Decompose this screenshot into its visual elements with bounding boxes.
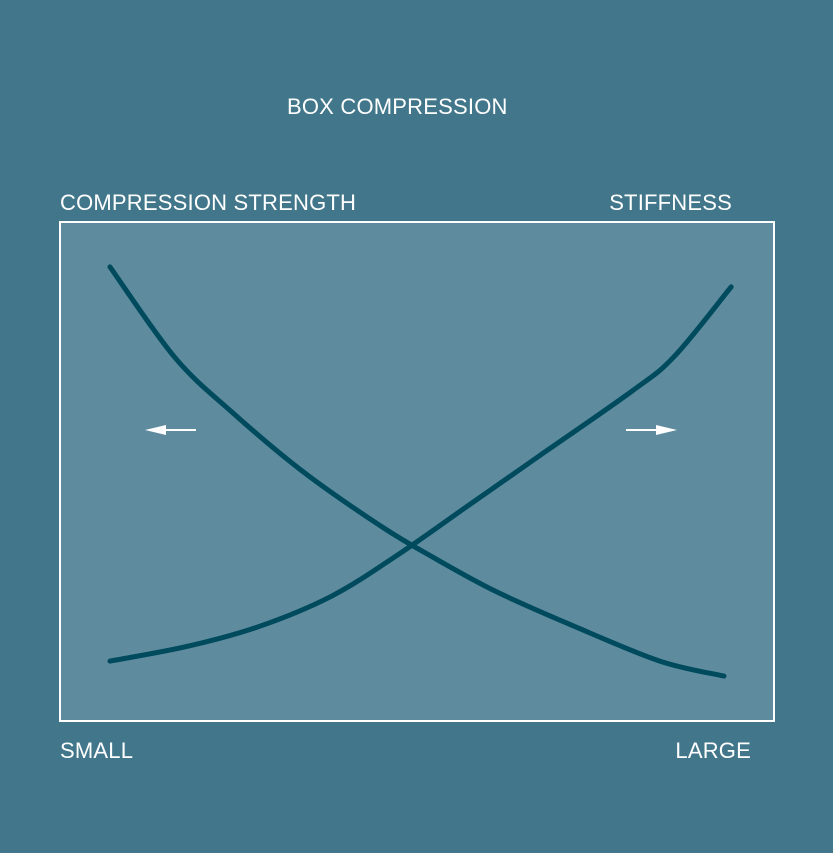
chart-title: BOX COMPRESSION — [287, 94, 508, 119]
arrow-right-icon — [626, 425, 677, 435]
right-axis-label: STIFFNESS — [609, 190, 732, 215]
x-axis-min-label: SMALL — [60, 738, 134, 763]
plot-area — [59, 221, 775, 722]
arrow-layer — [145, 425, 677, 435]
arrow-left-icon — [145, 425, 196, 435]
series-layer — [107, 264, 734, 679]
x-axis-max-label: LARGE — [675, 738, 751, 763]
left-axis-label: COMPRESSION STRENGTH — [60, 190, 357, 215]
stiffness-curve — [107, 284, 734, 664]
compression-strength-curve — [107, 264, 727, 679]
